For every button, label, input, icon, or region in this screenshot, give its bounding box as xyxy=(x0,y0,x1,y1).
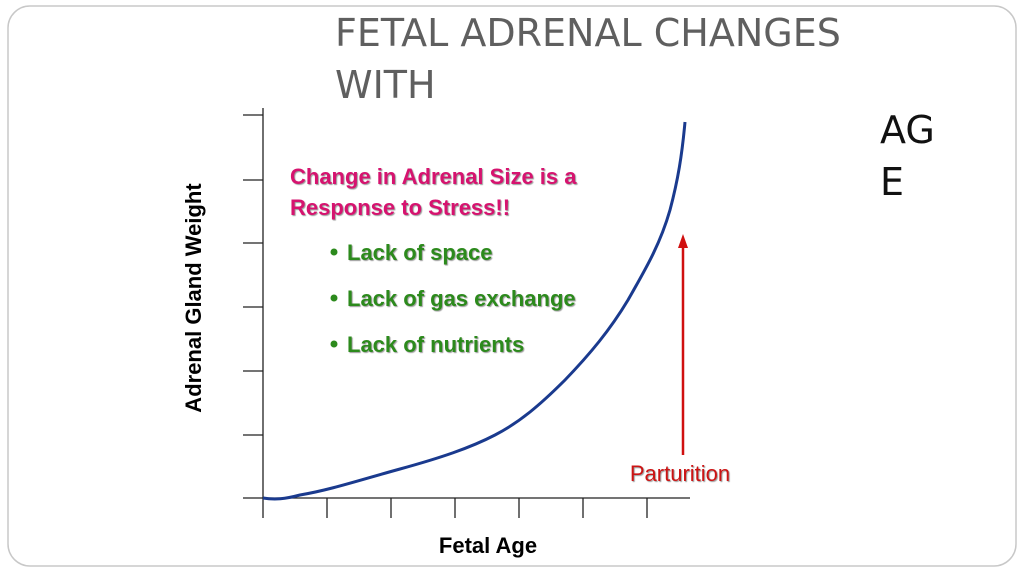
bullet: Lack of nutrients xyxy=(347,332,524,357)
bullet: Lack of space xyxy=(347,240,493,265)
bullet: Lack of gas exchange xyxy=(347,286,576,311)
bullet-dot xyxy=(330,340,338,348)
heading-line: Change in Adrenal Size is a xyxy=(290,164,577,189)
axes xyxy=(243,108,690,518)
bullet-dot xyxy=(330,248,338,256)
bullet-dot xyxy=(330,294,338,302)
side-text: AG xyxy=(880,108,935,152)
slide-frame xyxy=(7,5,1017,567)
title-line: WITH xyxy=(335,63,436,107)
arrow-head xyxy=(678,234,688,248)
x-axis-label: Fetal Age xyxy=(439,533,537,558)
arrow-label: Parturition xyxy=(630,461,730,486)
side-text: E xyxy=(880,160,904,204)
title-line: FETAL ADRENAL CHANGES xyxy=(335,11,841,55)
growth-curve xyxy=(262,121,687,501)
y-axis-label: Adrenal Gland Weight xyxy=(181,183,206,413)
heading-line: Response to Stress!! xyxy=(290,195,510,220)
